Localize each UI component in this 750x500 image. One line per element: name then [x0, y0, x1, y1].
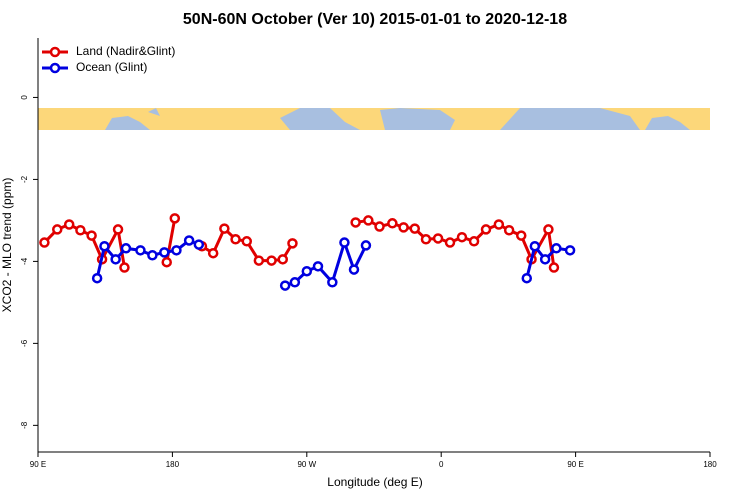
legend-marker [49, 46, 61, 58]
y-tick-label: -4 [20, 257, 29, 265]
x-tick-label: 90 E [567, 460, 583, 469]
point [52, 224, 63, 235]
point [529, 240, 541, 252]
y-tick-label: -2 [20, 175, 29, 183]
point [521, 272, 533, 284]
chart-title: 50N-60N October (Ver 10) 2015-01-01 to 2… [183, 11, 567, 28]
legend-label: Ocean (Glint) [76, 60, 147, 74]
point [312, 261, 324, 272]
map-band [38, 108, 710, 130]
point [193, 239, 205, 250]
point [339, 237, 350, 248]
point [468, 236, 480, 247]
point [348, 264, 360, 275]
point [398, 222, 409, 233]
point [75, 224, 86, 236]
point [277, 254, 289, 265]
point [287, 238, 298, 249]
point [551, 243, 562, 254]
y-axis-label: XCO2 - MLO trend (ppm) [0, 178, 14, 313]
point [564, 245, 576, 256]
point [493, 219, 505, 230]
point [110, 254, 121, 265]
point [159, 247, 170, 258]
point [63, 219, 75, 230]
point [420, 234, 432, 245]
point [253, 255, 265, 266]
point [539, 254, 551, 265]
point [169, 213, 181, 224]
point [301, 265, 313, 277]
point [363, 215, 374, 226]
point [219, 223, 230, 234]
point [207, 247, 219, 259]
x-tick-label: 90 W [297, 460, 316, 469]
point [161, 256, 172, 268]
point [548, 262, 560, 273]
legend-marker [49, 62, 61, 74]
point [135, 245, 146, 256]
point [327, 277, 338, 288]
y-tick-label: -8 [20, 421, 29, 429]
point [515, 230, 527, 241]
point [279, 280, 291, 291]
point [230, 234, 241, 245]
x-tick-label: 0 [439, 460, 444, 469]
series-line [43, 218, 556, 268]
x-tick-label: 180 [703, 460, 717, 469]
point [147, 249, 158, 261]
point [266, 255, 277, 266]
y-tick-label: 0 [20, 95, 29, 100]
x-tick-label: 90 E [30, 460, 46, 469]
point [241, 236, 253, 247]
point [91, 272, 103, 284]
y-tick-label: -6 [20, 339, 29, 347]
point [119, 262, 130, 273]
point [99, 240, 110, 252]
point [387, 218, 398, 229]
point [183, 235, 195, 246]
point [409, 223, 421, 234]
point [374, 221, 385, 232]
point [543, 224, 554, 235]
point [120, 243, 132, 254]
point [503, 224, 515, 236]
point [39, 237, 50, 248]
point [432, 233, 444, 244]
point [444, 237, 456, 248]
point [112, 224, 124, 235]
point [171, 245, 182, 256]
point [86, 230, 97, 241]
x-axis-label: Longitude (deg E) [327, 475, 422, 489]
point [350, 217, 361, 228]
point [360, 240, 372, 251]
x-tick-label: 180 [166, 460, 180, 469]
point [456, 231, 468, 243]
point [289, 277, 301, 288]
point [480, 224, 492, 235]
legend-label: Land (Nadir&Glint) [76, 44, 175, 58]
